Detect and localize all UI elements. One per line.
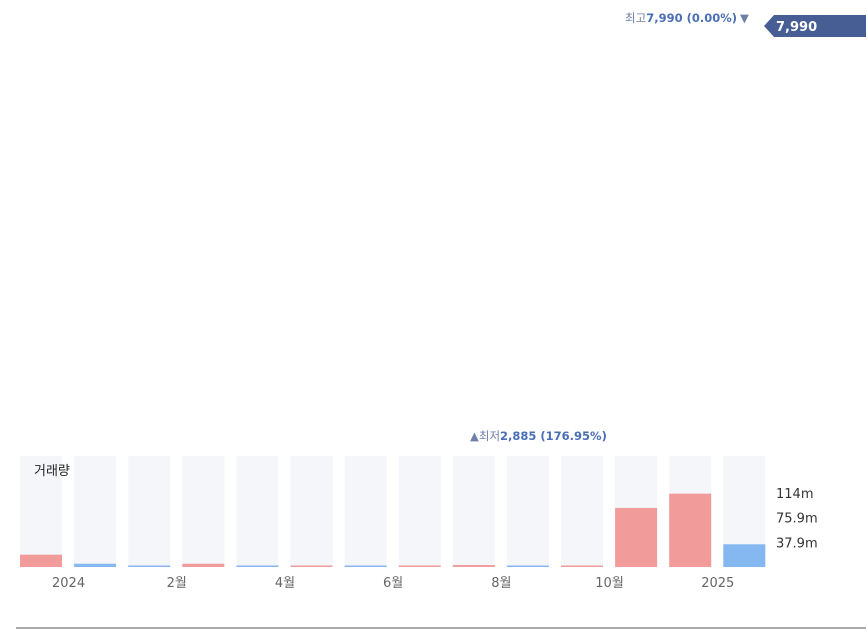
x-tick-label: 4월 [275, 576, 295, 591]
volume-bar [452, 565, 495, 567]
volume-title: 거래량 [34, 464, 70, 479]
high-annotation-value: 7,990 (0.00%) [646, 11, 737, 25]
low-annotation-value: 2,885 (176.95%) [500, 429, 607, 443]
volume-tick-label: 37.9m [776, 536, 818, 551]
current-price-badge: 7,990 [764, 15, 866, 37]
x-tick-label: 10월 [595, 576, 624, 591]
volume-column-bg [128, 456, 171, 567]
volume-tick-label: 114m [776, 487, 813, 502]
volume-bar [290, 565, 333, 567]
volume-column-bg [290, 456, 333, 567]
volume-bar [615, 507, 658, 567]
low-annotation-label: 최저 [479, 429, 500, 443]
volume-bar [128, 565, 171, 567]
volume-bar [398, 565, 441, 567]
volume-column-bg [452, 456, 495, 567]
svg-text:▲최저2,885 (176.95%): ▲최저2,885 (176.95%) [470, 429, 607, 443]
volume-column-bg [398, 456, 441, 567]
volume-column-bg [506, 456, 549, 567]
current-price-label: 7,990 [776, 20, 817, 35]
x-tick-label: 2025 [701, 576, 734, 591]
volume-bar [669, 493, 712, 567]
volume-bar [182, 563, 225, 567]
volume-bar [506, 565, 549, 567]
x-tick-label: 2024 [52, 576, 85, 591]
volume-bar [74, 563, 117, 567]
x-tick-label: 6월 [383, 576, 403, 591]
svg-text:최고7,990 (0.00%): 최고7,990 (0.00%) [625, 11, 737, 25]
volume-column-bg [236, 456, 279, 567]
up-arrow-icon: ▲ [470, 429, 479, 443]
volume-bar [236, 565, 279, 567]
volume-bar [723, 544, 766, 567]
volume-bar [20, 554, 62, 567]
volume-column-bg [344, 456, 387, 567]
high-annotation: 최고7,990 (0.00%) ▼ [625, 11, 749, 25]
volume-column-bg [182, 456, 225, 567]
x-tick-label: 8월 [491, 576, 511, 591]
axis-labels: 3,1123,5233,9874,5135,1085,7816,5447,407… [52, 487, 818, 591]
volume-bar [344, 565, 387, 567]
x-tick-label: 2월 [167, 576, 187, 591]
volume-bar [561, 565, 603, 567]
high-annotation-label: 최고 [625, 11, 646, 25]
volume-column-bg [20, 456, 62, 567]
down-arrow-icon: ▼ [740, 11, 749, 25]
volume-panel [20, 456, 766, 567]
volume-column-bg [74, 456, 117, 567]
low-annotation: ▲최저2,885 (176.95%) [470, 429, 607, 443]
volume-column-bg [561, 456, 603, 567]
volume-tick-label: 75.9m [776, 512, 818, 527]
